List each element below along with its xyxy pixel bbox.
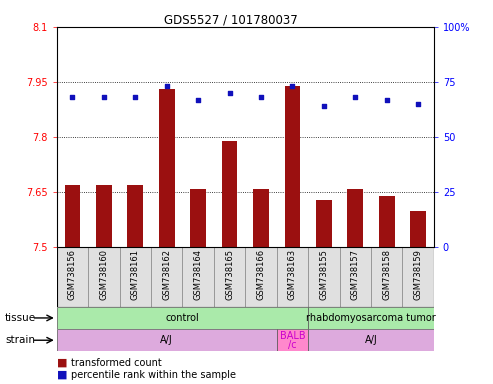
Bar <box>284 86 300 247</box>
Text: GSM738163: GSM738163 <box>288 249 297 300</box>
Bar <box>277 329 308 351</box>
Point <box>320 103 328 109</box>
Bar <box>127 185 143 247</box>
Text: GSM738159: GSM738159 <box>414 249 423 300</box>
Point <box>163 83 171 89</box>
Bar <box>402 247 434 307</box>
Text: GSM738157: GSM738157 <box>351 249 360 300</box>
Point <box>288 83 296 89</box>
Text: GSM738165: GSM738165 <box>225 249 234 300</box>
Text: A/J: A/J <box>160 335 173 345</box>
Text: ■: ■ <box>57 358 70 368</box>
Text: GSM738160: GSM738160 <box>99 249 108 300</box>
Text: percentile rank within the sample: percentile rank within the sample <box>71 370 237 380</box>
Bar <box>57 329 277 351</box>
Point <box>131 94 139 101</box>
Bar <box>308 247 340 307</box>
Point <box>100 94 108 101</box>
Point <box>69 94 76 101</box>
Text: GSM738155: GSM738155 <box>319 249 328 300</box>
Text: transformed count: transformed count <box>71 358 162 368</box>
Bar <box>151 247 182 307</box>
Bar <box>340 247 371 307</box>
Bar <box>159 89 175 247</box>
Bar <box>96 185 112 247</box>
Bar <box>308 329 434 351</box>
Text: GSM738166: GSM738166 <box>256 249 266 300</box>
Point <box>383 96 390 103</box>
Point <box>257 94 265 101</box>
Text: ■: ■ <box>57 370 70 380</box>
Bar <box>410 210 426 247</box>
Bar <box>308 307 434 329</box>
Bar <box>371 247 402 307</box>
Text: GSM738156: GSM738156 <box>68 249 77 300</box>
Text: GSM738158: GSM738158 <box>382 249 391 300</box>
Text: A/J: A/J <box>365 335 377 345</box>
Bar <box>222 141 238 247</box>
Bar <box>316 200 332 247</box>
Point <box>226 90 234 96</box>
Bar <box>245 247 277 307</box>
Text: GDS5527 / 101780037: GDS5527 / 101780037 <box>164 13 297 26</box>
Bar <box>57 307 308 329</box>
Bar <box>88 247 119 307</box>
Bar <box>119 247 151 307</box>
Bar <box>253 189 269 247</box>
Text: GSM738161: GSM738161 <box>131 249 140 300</box>
Text: GSM738162: GSM738162 <box>162 249 171 300</box>
Bar <box>190 189 206 247</box>
Text: BALB
/c: BALB /c <box>280 331 305 350</box>
Bar <box>348 189 363 247</box>
Text: rhabdomyosarcoma tumor: rhabdomyosarcoma tumor <box>306 313 436 323</box>
Bar <box>57 247 88 307</box>
Text: tissue: tissue <box>5 313 36 323</box>
Point <box>414 101 422 107</box>
Bar <box>379 196 394 247</box>
Bar <box>65 185 80 247</box>
Text: strain: strain <box>5 335 35 345</box>
Point <box>194 96 202 103</box>
Bar <box>182 247 214 307</box>
Point <box>352 94 359 101</box>
Text: GSM738164: GSM738164 <box>194 249 203 300</box>
Bar <box>214 247 246 307</box>
Bar <box>277 247 308 307</box>
Text: control: control <box>166 313 199 323</box>
